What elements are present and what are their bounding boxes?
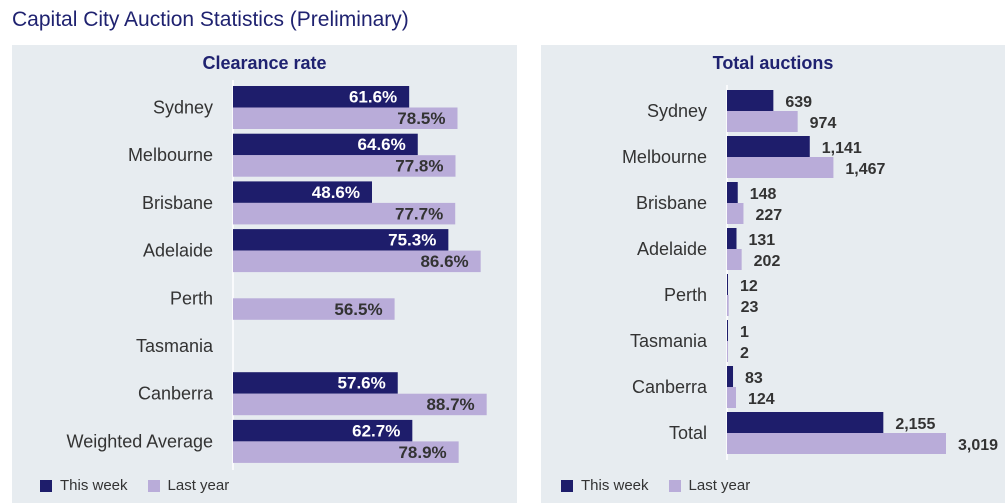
clearance-rate-title: Clearance rate: [202, 53, 327, 73]
last-year-value-brisbane: 227: [755, 207, 782, 224]
this-week-bar-perth: [727, 274, 728, 295]
total-auctions-chart: Sydney 639 974 Melbourne 1,141 1,467 Brisbane 1…: [622, 85, 998, 460]
category-label-perth: Perth: [664, 285, 707, 305]
this-week-value-canberra: 57.6%: [338, 374, 386, 393]
clearance-rate-legend: This week Last year: [40, 477, 249, 494]
this-week-value-sydney: 639: [785, 94, 812, 111]
this-week-bar-adelaide: [727, 228, 737, 249]
last-year-value-adelaide: 202: [754, 253, 781, 270]
last-year-value-tasmania: 2: [740, 345, 749, 362]
last-year-value-sydney: 974: [810, 115, 837, 132]
category-label-sydney: Sydney: [647, 101, 707, 121]
last-year-swatch: [147, 479, 160, 492]
last-year-value-adelaide: 86.6%: [420, 252, 468, 271]
this-week-value-sydney: 61.6%: [349, 88, 397, 107]
last-year-value-canberra: 88.7%: [426, 395, 474, 414]
last-year-value-perth: 23: [741, 299, 759, 316]
this-week-legend-label: This week: [581, 477, 649, 494]
this-week-bar-total: [727, 412, 884, 433]
category-label-weighted-average: Weighted Average: [67, 431, 213, 451]
this-week-value-tasmania: 1: [740, 324, 749, 341]
clearance-rate-chart: Sydney 61.6%78.5% Melbourne 64.6% 77.8% Brisb…: [67, 80, 487, 470]
category-label-canberra: Canberra: [138, 384, 214, 404]
category-label-brisbane: Brisbane: [636, 193, 707, 213]
this-week-legend-label: This week: [60, 477, 128, 494]
this-week-bar-canberra: [727, 366, 734, 387]
category-label-brisbane: Brisbane: [142, 193, 213, 213]
last-year-value-total: 3,019: [958, 437, 998, 454]
this-week-bar-sydney: [727, 90, 774, 111]
category-label-canberra: Canberra: [632, 377, 708, 397]
this-week-bar-brisbane: [233, 181, 372, 203]
this-week-bar-melbourne: [233, 133, 418, 156]
last-year-bar-total: [727, 433, 946, 454]
last-year-value-weighted-average: 78.9%: [398, 443, 446, 462]
last-year-legend-label: Last year: [167, 477, 230, 494]
this-week-bar-adelaide: [233, 229, 449, 251]
this-week-value-weighted-average: 62.7%: [352, 421, 400, 440]
last-year-bar-melbourne: [233, 155, 456, 177]
page-title: Capital City Auction Statistics (Prelimi…: [12, 8, 409, 31]
this-week-bar-tasmania: [727, 320, 728, 341]
total-auctions-legend: This week Last year: [561, 477, 770, 494]
category-label-sydney: Sydney: [153, 98, 213, 118]
this-week-value-melbourne: 64.6%: [358, 135, 406, 154]
clearance-rate-panel: Clearance rate Sydney 61.6% 78.5% Melbourne…: [12, 45, 517, 503]
this-week-bar-melbourne: [727, 136, 810, 157]
this-week-value-brisbane: 148: [750, 186, 777, 203]
this-week-bar-canberra: [233, 372, 398, 394]
category-label-tasmania: Tasmania: [630, 331, 708, 351]
category-label-melbourne: Melbourne: [128, 145, 213, 165]
last-year-bar-perth: [233, 298, 395, 320]
last-year-bar-weighted-average: [233, 441, 459, 463]
last-year-bar-adelaide: [233, 250, 481, 273]
last-year-bar-canberra: [233, 393, 487, 416]
last-year-value-canberra: 124: [748, 391, 775, 408]
this-week-value-brisbane: 48.6%: [312, 183, 360, 202]
this-week-bar-brisbane: [727, 182, 738, 203]
last-year-bar-canberra: [727, 387, 736, 408]
last-year-bar-brisbane: [727, 203, 744, 224]
last-year-swatch: [668, 479, 681, 492]
this-week-value-canberra: 83: [745, 370, 763, 387]
category-label-tasmania: Tasmania: [136, 336, 214, 356]
category-label-adelaide: Adelaide: [637, 239, 707, 259]
category-label-perth: Perth: [170, 288, 213, 308]
this-week-value-adelaide: 75.3%: [388, 231, 436, 250]
this-week-value-melbourne: 1,141: [822, 140, 862, 157]
this-week-bar-sydney: [233, 86, 410, 108]
last-year-bar-sydney: [727, 111, 798, 132]
last-year-bar-melbourne: [727, 157, 834, 178]
last-year-bar-tasmania: [727, 341, 728, 362]
total-auctions-panel: Total auctions Sydney 639 974 Melbourne 1,14…: [541, 45, 1005, 503]
last-year-bar-sydney: [233, 107, 458, 129]
last-year-value-sydney: 78.5%: [397, 109, 445, 128]
last-year-value-brisbane: 77.7%: [395, 204, 443, 223]
this-week-bar-weighted-average: [233, 419, 413, 442]
this-week-value-total: 2,155: [895, 416, 935, 433]
this-week-swatch: [40, 479, 52, 492]
category-label-melbourne: Melbourne: [622, 147, 707, 167]
last-year-bar-brisbane: [233, 202, 456, 225]
category-label-adelaide: Adelaide: [143, 241, 213, 261]
this-week-swatch: [561, 479, 573, 492]
this-week-value-adelaide: 131: [749, 232, 776, 249]
last-year-bar-adelaide: [727, 249, 742, 270]
category-label-total: Total: [669, 423, 707, 443]
last-year-value-melbourne: 77.8%: [395, 157, 443, 176]
last-year-legend-label: Last year: [688, 477, 751, 494]
last-year-value-perth: 56.5%: [334, 300, 382, 319]
last-year-bar-perth: [727, 295, 729, 316]
last-year-value-melbourne: 1,467: [845, 161, 885, 178]
this-week-value-perth: 12: [740, 278, 758, 295]
total-auctions-title: Total auctions: [712, 53, 834, 73]
